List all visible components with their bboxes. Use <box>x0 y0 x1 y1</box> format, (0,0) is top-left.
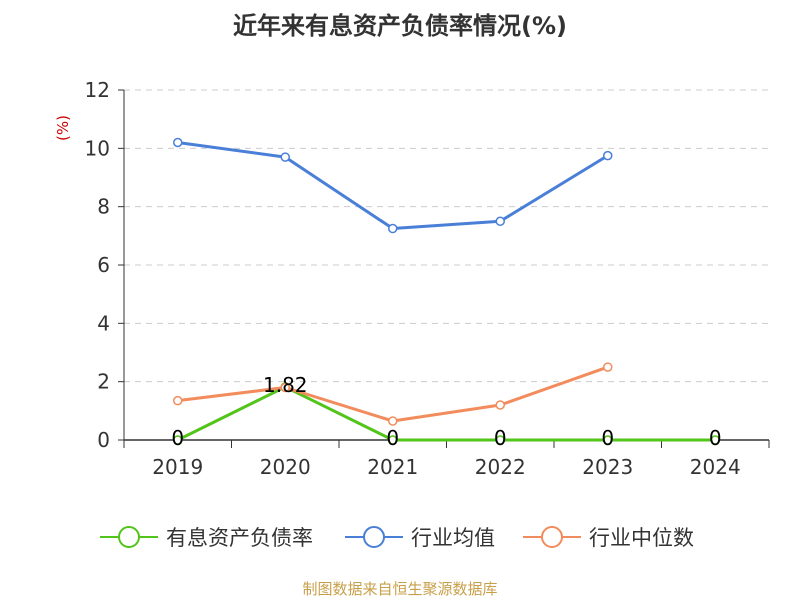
series-1-point <box>603 435 613 445</box>
y-tick-label: 2 <box>97 370 110 394</box>
data-label: 0 <box>601 426 614 450</box>
series-3-point <box>280 382 290 393</box>
data-label: 0 <box>386 426 399 450</box>
source-note: 制图数据来自恒生聚源数据库 <box>302 580 498 598</box>
x-tick-label: 2023 <box>582 455 633 479</box>
data-label: 0 <box>494 426 507 450</box>
legend-label: 有息资产负债率 <box>166 526 313 550</box>
series-2-point <box>280 152 290 162</box>
y-axis-label: (%) <box>54 115 72 141</box>
y-tick-label: 6 <box>97 253 110 277</box>
series-2-line <box>177 141 609 231</box>
x-tick-label: 2020 <box>260 455 311 479</box>
x-tick-label: 2019 <box>152 455 203 479</box>
x-tick-label: 2024 <box>690 455 741 479</box>
series-3-point <box>173 395 183 406</box>
legend-marker <box>118 526 140 548</box>
series-3-point <box>495 400 505 410</box>
legend-label: 行业中位数 <box>589 526 694 550</box>
legend-marker <box>541 526 563 548</box>
data-label: 1.82 <box>263 373 308 397</box>
series-2-point <box>388 223 398 234</box>
series-1-point <box>710 435 720 445</box>
series-1-line <box>177 385 716 442</box>
series-2-point <box>495 216 505 226</box>
x-tick-label: 2022 <box>475 455 526 479</box>
legend-marker <box>363 526 385 548</box>
y-tick-label: 8 <box>97 195 110 219</box>
series-1-point <box>173 435 183 445</box>
chart-title: 近年来有息资产负债率情况(%) <box>233 12 567 40</box>
data-label: 0 <box>171 426 184 450</box>
series-2-point <box>173 137 183 148</box>
legend-label: 行业均值 <box>411 526 495 550</box>
series-1-point <box>388 435 398 445</box>
data-label: 0 <box>709 426 722 450</box>
series-2-point <box>603 150 613 161</box>
x-tick-label: 2021 <box>367 455 418 479</box>
y-tick-label: 12 <box>85 78 110 102</box>
y-tick-label: 10 <box>85 136 110 160</box>
series-3-line <box>177 365 609 423</box>
series-3-point <box>603 362 613 372</box>
series-3-point <box>388 416 398 426</box>
y-tick-label: 4 <box>97 311 110 335</box>
series-1-point <box>495 435 505 445</box>
y-tick-label: 0 <box>97 428 110 452</box>
